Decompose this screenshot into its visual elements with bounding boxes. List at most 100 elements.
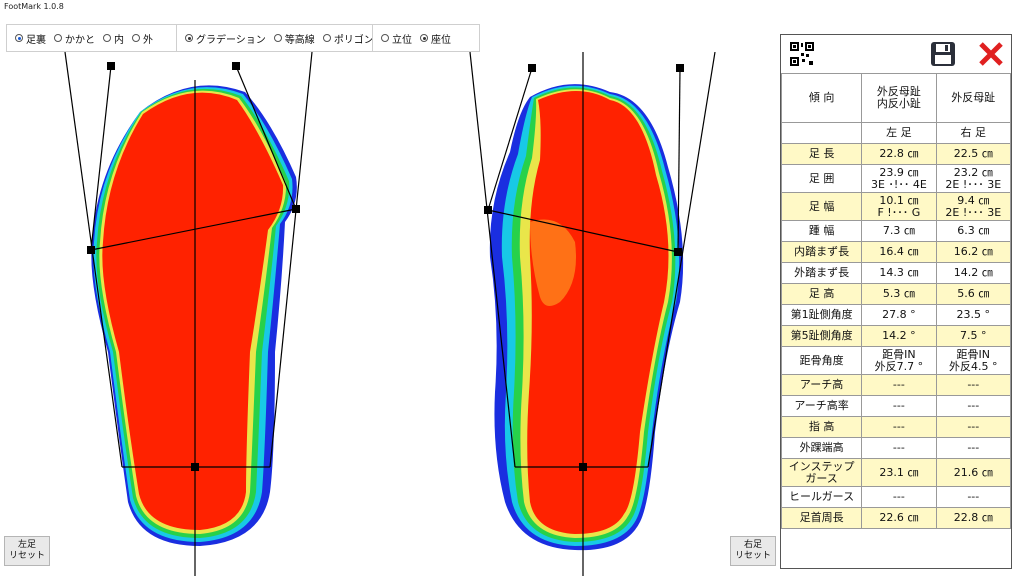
measurement-label: 足 幅 <box>780 192 863 221</box>
measurement-row: 足首周長 22.6 ㎝ 22.8 ㎝ <box>780 507 1012 529</box>
measurement-right: --- <box>935 416 1012 438</box>
measurement-left: --- <box>861 486 937 508</box>
measurement-left: 10.1 ㎝ F !･･･ G <box>861 192 937 221</box>
render-option-2[interactable]: ポリゴン <box>322 31 374 46</box>
measurement-label: 踵 幅 <box>780 220 863 242</box>
posture-group: 立位 座位 <box>372 24 480 52</box>
measurement-label: 足 囲 <box>780 164 863 193</box>
view-option-1[interactable]: かかと <box>54 31 95 46</box>
measurement-label: 第1趾側角度 <box>780 304 863 326</box>
radio-button-icon[interactable] <box>15 34 23 42</box>
option-label: 座位 <box>431 34 451 46</box>
measurement-right: 6.3 ㎝ <box>935 220 1012 242</box>
radio-button-icon[interactable] <box>273 34 282 42</box>
measurement-row: 足 高 5.3 ㎝ 5.6 ㎝ <box>780 283 1012 305</box>
view-option-2[interactable]: 内 <box>103 31 124 46</box>
render-mode-group: グラデーション 等高線 ポリゴン <box>176 24 377 52</box>
measurement-row: 第1趾側角度 27.8 ° 23.5 ° <box>780 304 1012 326</box>
posture-option-1[interactable]: 座位 <box>420 31 451 46</box>
measurement-row: 内踏まず長 16.4 ㎝ 16.2 ㎝ <box>780 241 1012 263</box>
measurement-row: アーチ高 --- --- <box>780 374 1012 396</box>
measurement-left: --- <box>861 437 937 459</box>
handle-markers[interactable] <box>87 62 684 471</box>
measurement-left: 距骨IN 外反7.7 ° <box>861 346 937 375</box>
measurement-label: アーチ高 <box>780 374 863 396</box>
app-title: FootMark 1.0.8 <box>0 0 1024 14</box>
measurement-right: 14.2 ㎝ <box>935 262 1012 284</box>
option-label: 外 <box>143 34 153 46</box>
measurement-right: 23.5 ° <box>935 304 1012 326</box>
measurement-row: 足 長 22.8 ㎝ 22.5 ㎝ <box>780 143 1012 165</box>
measurement-left: --- <box>861 395 937 417</box>
radio-button-icon[interactable] <box>381 34 389 42</box>
measurement-label: 第5趾側角度 <box>780 325 863 347</box>
measurement-right: --- <box>935 437 1012 459</box>
view-option-3[interactable]: 外 <box>132 31 153 46</box>
measurement-left: 7.3 ㎝ <box>861 220 937 242</box>
radio-button-icon[interactable] <box>420 34 428 42</box>
measurement-left: 14.2 ° <box>861 325 937 347</box>
measurement-left: 16.4 ㎝ <box>861 241 937 263</box>
measurement-left: 5.3 ㎝ <box>861 283 937 305</box>
measurement-row: 外踝端高 --- --- <box>780 437 1012 459</box>
qr-code-icon[interactable] <box>789 41 815 67</box>
measurement-label: 足首周長 <box>780 507 863 529</box>
option-label: 内 <box>114 34 124 46</box>
measurement-left: 23.1 ㎝ <box>861 458 937 487</box>
option-label: 等高線 <box>284 34 315 46</box>
measurement-left: --- <box>861 374 937 396</box>
radio-button-icon[interactable] <box>132 34 140 42</box>
radio-button-icon[interactable] <box>322 34 331 42</box>
render-option-0[interactable]: グラデーション <box>185 31 266 46</box>
measurement-row: 足 囲 23.9 ㎝ 3E ･!･･ 4E 23.2 ㎝ 2E !･･･ 3E <box>780 164 1012 193</box>
measurement-label: アーチ高率 <box>780 395 863 417</box>
measurement-row: 第5趾側角度 14.2 ° 7.5 ° <box>780 325 1012 347</box>
measurement-panel: 傾 向 外反母趾 内反小趾 外反母趾 左 足 右 足 足 長 22.8 ㎝ 22.5… <box>780 34 1012 569</box>
floppy-disk-icon[interactable] <box>929 40 957 68</box>
measurement-right: --- <box>935 374 1012 396</box>
measurement-label: インステップ ガース <box>780 458 863 487</box>
measurement-row: 外踏まず長 14.3 ㎝ 14.2 ㎝ <box>780 262 1012 284</box>
measurement-label: 内踏まず長 <box>780 241 863 263</box>
radio-button-icon[interactable] <box>185 34 193 42</box>
measurement-row: インステップ ガース 23.1 ㎝ 21.6 ㎝ <box>780 458 1012 487</box>
radio-button-icon[interactable] <box>103 34 111 42</box>
option-label: 立位 <box>392 34 412 46</box>
measurement-row: 踵 幅 7.3 ㎝ 6.3 ㎝ <box>780 220 1012 242</box>
measurement-table: 傾 向 外反母趾 内反小趾 外反母趾 左 足 右 足 足 長 22.8 ㎝ 22.5… <box>780 73 1012 529</box>
view-option-0[interactable]: 足裏 <box>15 31 46 46</box>
header-left: 外反母趾 内反小趾 <box>861 73 937 123</box>
measurement-label: 外踝端高 <box>780 437 863 459</box>
header-label: 傾 向 <box>780 73 863 123</box>
measurement-label: 距骨角度 <box>780 346 863 375</box>
measurement-row: 足 幅 10.1 ㎝ F !･･･ G 9.4 ㎝ 2E !･･･ 3E <box>780 192 1012 221</box>
measurement-right: 21.6 ㎝ <box>935 458 1012 487</box>
option-label: かかと <box>65 34 95 46</box>
left-foot-pressure-map <box>91 85 297 547</box>
measurement-left: 27.8 ° <box>861 304 937 326</box>
posture-option-0[interactable]: 立位 <box>381 31 412 46</box>
left-foot-reset-button[interactable]: 左足 リセット <box>4 536 50 566</box>
render-option-1[interactable]: 等高線 <box>273 31 315 46</box>
measurement-right: 23.2 ㎝ 2E !･･･ 3E <box>935 164 1012 193</box>
radio-button-icon[interactable] <box>54 34 62 42</box>
measurement-right: --- <box>935 395 1012 417</box>
measurement-label: 足 高 <box>780 283 863 305</box>
measurement-left: 22.6 ㎝ <box>861 507 937 529</box>
option-label: グラデーション <box>196 34 266 46</box>
measurement-left: 22.8 ㎝ <box>861 143 937 165</box>
measurement-label: 指 高 <box>780 416 863 438</box>
measurement-label: 外踏まず長 <box>780 262 863 284</box>
side-row: 左 足 右 足 <box>780 122 1012 144</box>
header-right: 外反母趾 <box>935 73 1012 123</box>
measurement-left: --- <box>861 416 937 438</box>
right-foot-reset-button[interactable]: 右足 リセット <box>730 536 776 566</box>
foot-scan-canvas[interactable] <box>0 52 780 576</box>
measurement-row: アーチ高率 --- --- <box>780 395 1012 417</box>
side-label <box>780 122 863 144</box>
option-label: ポリゴン <box>333 34 374 46</box>
measurement-right: 9.4 ㎝ 2E !･･･ 3E <box>935 192 1012 221</box>
measurement-label: 足 長 <box>780 143 863 165</box>
close-red-x-icon[interactable] <box>977 40 1005 68</box>
measurement-right: 5.6 ㎝ <box>935 283 1012 305</box>
